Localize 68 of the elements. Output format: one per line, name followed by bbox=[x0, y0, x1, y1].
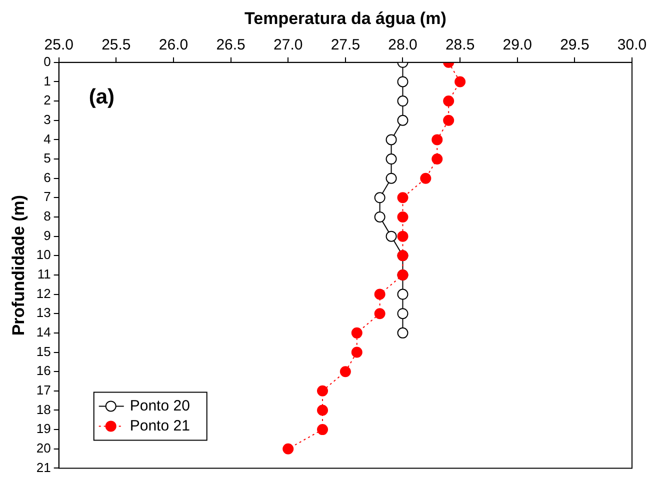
point bbox=[397, 230, 408, 242]
point bbox=[454, 76, 466, 88]
point bbox=[317, 424, 328, 436]
point bbox=[386, 154, 397, 165]
point bbox=[397, 308, 408, 320]
point bbox=[432, 154, 443, 165]
x-tick-label: 30.0 bbox=[617, 36, 647, 54]
y-axis-title: Profundidade (m) bbox=[8, 194, 28, 336]
y-tick-label: 15 bbox=[36, 344, 51, 359]
x-tick-label: 26.0 bbox=[158, 36, 188, 54]
y-tick-label: 2 bbox=[44, 92, 51, 108]
point bbox=[282, 443, 294, 454]
x-axis-title: Temperatura da água (m) bbox=[244, 8, 446, 28]
y-tick-label: 8 bbox=[44, 208, 51, 224]
point bbox=[397, 192, 408, 204]
y-tick-label: 14 bbox=[36, 324, 51, 340]
y-tick-label: 10 bbox=[36, 247, 51, 262]
point bbox=[351, 346, 362, 358]
y-tick-label: 13 bbox=[36, 305, 51, 320]
point bbox=[443, 114, 454, 126]
y-tick-label: 3 bbox=[44, 112, 51, 127]
y-tick-label: 18 bbox=[36, 402, 51, 417]
point bbox=[397, 76, 408, 88]
x-tick-label: 26.5 bbox=[216, 36, 246, 54]
point bbox=[397, 211, 408, 222]
y-tick-label: 7 bbox=[44, 189, 51, 204]
x-tick-label: 29.0 bbox=[502, 36, 532, 54]
point bbox=[386, 172, 397, 184]
annotation: (a) bbox=[88, 86, 115, 109]
y-tick-label: 11 bbox=[37, 266, 51, 282]
point bbox=[386, 230, 397, 242]
y-tick-label: 16 bbox=[36, 363, 51, 378]
point bbox=[443, 96, 454, 107]
point bbox=[397, 96, 408, 107]
point bbox=[386, 134, 397, 146]
point bbox=[397, 327, 408, 338]
point bbox=[374, 211, 386, 222]
x-tick-label: 27.5 bbox=[330, 36, 360, 54]
y-tick-label: 1 bbox=[44, 73, 51, 88]
point bbox=[420, 172, 432, 184]
y-tick-label: 4 bbox=[44, 131, 51, 146]
point bbox=[317, 385, 328, 396]
point bbox=[374, 192, 386, 204]
legend-label: Ponto 21 bbox=[130, 417, 190, 434]
y-tick-label: 9 bbox=[44, 228, 51, 243]
point bbox=[374, 308, 386, 320]
y-tick-label: 21 bbox=[36, 460, 51, 475]
x-tick-label: 28.5 bbox=[445, 36, 475, 54]
x-tick-label: 28.0 bbox=[388, 36, 418, 54]
x-tick-label: 25.0 bbox=[44, 36, 74, 54]
point bbox=[351, 327, 362, 338]
point bbox=[374, 288, 386, 300]
y-tick-label: 12 bbox=[36, 286, 51, 301]
y-tick-label: 17 bbox=[36, 382, 51, 398]
x-tick-label: 29.5 bbox=[560, 36, 590, 54]
y-tick-label: 20 bbox=[36, 440, 51, 456]
point bbox=[432, 134, 443, 146]
y-tick-label: 5 bbox=[44, 150, 51, 166]
point bbox=[397, 114, 408, 126]
y-tick-label: 6 bbox=[44, 170, 51, 185]
point bbox=[340, 366, 351, 378]
point bbox=[317, 404, 328, 416]
legend-label: Ponto 20 bbox=[130, 397, 190, 414]
x-tick-label: 27.0 bbox=[274, 36, 303, 54]
y-tick-label: 19 bbox=[36, 421, 51, 436]
point bbox=[397, 288, 408, 300]
y-tick-label: 0 bbox=[44, 54, 51, 69]
x-tick-label: 25.5 bbox=[102, 36, 131, 54]
